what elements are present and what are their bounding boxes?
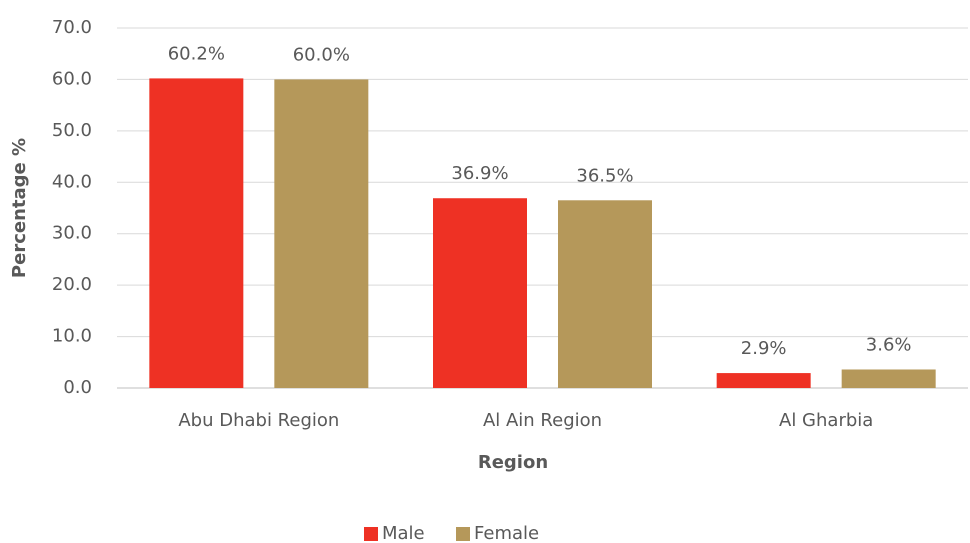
y-tick-label: 30.0	[52, 223, 92, 244]
value-label: 2.9%	[741, 338, 787, 359]
value-label: 36.9%	[451, 163, 508, 184]
legend-label: Female	[474, 523, 539, 543]
value-label: 60.2%	[168, 43, 225, 64]
bar	[716, 373, 811, 388]
bar	[558, 200, 652, 388]
legend-swatch	[456, 527, 470, 541]
y-tick-label: 50.0	[52, 120, 92, 141]
value-label: 3.6%	[866, 334, 912, 355]
y-tick-label: 20.0	[52, 274, 92, 295]
y-tick-label: 0.0	[63, 377, 92, 398]
bar	[274, 79, 369, 388]
value-label: 36.5%	[576, 165, 633, 186]
bar	[841, 369, 936, 388]
value-label: 60.0%	[293, 44, 350, 65]
x-tick-label: Al Ain Region	[483, 410, 602, 431]
legend-swatch	[364, 527, 378, 541]
y-tick-label: 10.0	[52, 326, 92, 347]
y-tick-label: 70.0	[52, 17, 92, 38]
x-tick-label: Al Gharbia	[779, 410, 873, 431]
bar	[433, 198, 527, 388]
x-axis-label: Region	[478, 452, 548, 473]
y-axis-label: Percentage %	[9, 138, 30, 278]
bar	[149, 78, 244, 389]
y-tick-label: 40.0	[52, 171, 92, 192]
y-tick-label: 60.0	[52, 68, 92, 89]
legend-label: Male	[382, 523, 425, 543]
x-tick-label: Abu Dhabi Region	[178, 410, 339, 431]
